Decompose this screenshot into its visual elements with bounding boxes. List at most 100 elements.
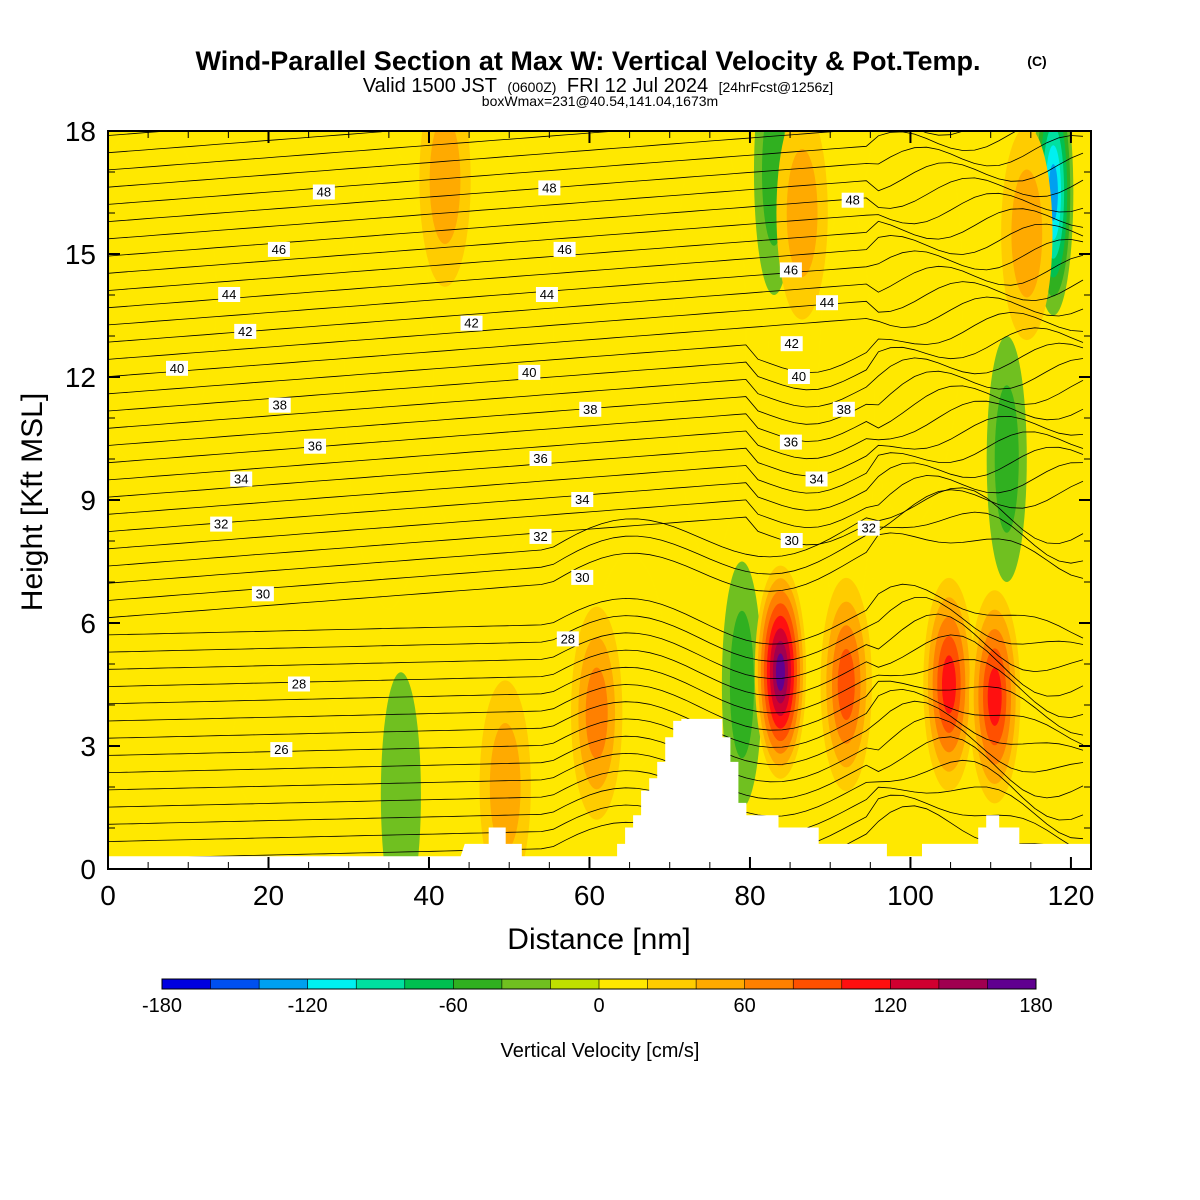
contour-label: 32: [857, 520, 880, 536]
theta-contour-line: [108, 680, 1084, 736]
contour-label-text: 42: [784, 336, 798, 351]
colorbar-swatch: [404, 979, 454, 989]
contour-label-text: 34: [234, 472, 248, 487]
contour-label: 26: [270, 742, 293, 758]
weak-updraft-region: [661, 131, 758, 582]
contour-label-box: [805, 471, 828, 487]
theta-contour-line: [108, 296, 1084, 377]
contour-label-box: [234, 323, 257, 339]
colorbar-swatch: [647, 979, 697, 989]
theta-contour-line: [108, 716, 1084, 783]
contour-label-text: 44: [540, 287, 554, 302]
contour-label-box: [571, 492, 594, 507]
box-info: boxWmax=231@40.54,141.04,1673m: [482, 93, 718, 109]
contour-label-text: 26: [274, 742, 288, 757]
contour-label-box: [529, 451, 552, 466]
theta-contour-line: [108, 416, 1084, 498]
contour-label-box: [832, 401, 855, 417]
colorbar-swatch: [987, 979, 1037, 989]
y-tick-label: 12: [65, 362, 96, 393]
colorbar-swatch: [162, 979, 212, 989]
theta-contour-line: [108, 131, 622, 171]
contour-label-box: [218, 287, 241, 302]
colorbar-swatch: [210, 979, 260, 989]
contour-label-box: [780, 336, 803, 352]
contour-label: 44: [218, 287, 241, 302]
contour-label-box: [312, 184, 335, 200]
contour-label-box: [780, 533, 803, 548]
contour-label: 30: [780, 533, 803, 548]
contour-label: 44: [535, 287, 558, 302]
theta-contour-line: [108, 379, 1084, 464]
contour-label-box: [779, 262, 802, 278]
y-axis-label: Height [Kft MSL]: [16, 393, 49, 611]
chart-subtitle: Valid 1500 JST (0600Z) FRI 12 Jul 2024 […: [363, 75, 833, 97]
contour-label: 28: [287, 676, 310, 692]
contour-label-box: [529, 528, 552, 544]
x-tick-label: 60: [574, 880, 605, 911]
theta-contour-line: [108, 786, 1084, 840]
theta-contour-line: [108, 131, 397, 154]
downdraft-contour: [994, 385, 1019, 533]
theta-contour-line: [108, 462, 1084, 550]
contour-label-text: 30: [256, 586, 270, 601]
theta-contour-line: [108, 634, 1084, 697]
theta-contour-line: [108, 279, 1084, 360]
contour-label-text: 34: [575, 492, 589, 507]
chart-title: Wind-Parallel Section at Max W: Vertical…: [196, 46, 981, 76]
contour-label: 46: [267, 241, 290, 257]
contour-label: 28: [556, 631, 579, 647]
theta-contour-line: [108, 759, 1084, 821]
x-tick-label: 0: [100, 880, 116, 911]
colorbar-swatch: [938, 979, 988, 989]
theta-contour-line: [108, 446, 1084, 532]
theta-contour-line: [108, 400, 1084, 481]
theta-contour-line: [108, 152, 1084, 240]
updraft-contour: [987, 667, 1002, 726]
x-tick-label: 40: [413, 880, 444, 911]
theta-contour-line: [108, 805, 1084, 869]
theta-contour-line: [108, 794, 1084, 852]
theta-contour-line: [108, 131, 1017, 205]
contour-label: 34: [571, 492, 594, 507]
contour-label-text: 44: [820, 295, 834, 310]
utc-time: (0600Z): [507, 79, 556, 95]
contour-label: 48: [538, 180, 561, 196]
theta-contour-line: [108, 192, 1084, 274]
colorbar-swatch: [841, 979, 891, 989]
contour-label-text: 42: [238, 324, 252, 339]
theta-contour-line: [108, 311, 1084, 395]
contour-label: 42: [460, 315, 483, 331]
contour-label-box: [841, 192, 864, 208]
theta-contour-line: [108, 613, 1084, 679]
contour-label-box: [571, 569, 594, 585]
theta-contour-line: [108, 135, 1084, 222]
contour-label: 48: [312, 184, 335, 200]
contour-label-text: 38: [583, 402, 597, 417]
theta-contour-line: [108, 659, 1084, 719]
colorbar-tick-label: -180: [142, 995, 182, 1017]
valid-time: Valid 1500 JST: [363, 75, 497, 97]
contour-label: 34: [230, 471, 253, 487]
contour-label-text: 36: [784, 435, 798, 450]
colorbar-swatch: [744, 979, 794, 989]
y-tick-label: 18: [65, 116, 96, 147]
contour-label-box: [267, 241, 290, 257]
theta-contour-line: [108, 736, 1084, 800]
contour-label-box: [779, 434, 802, 450]
theta-contour-line: [108, 223, 1084, 309]
contour-label-text: 32: [533, 529, 547, 544]
contour-label-text: 36: [533, 451, 547, 466]
contour-label: 36: [304, 438, 327, 454]
contour-label: 46: [779, 262, 802, 278]
weak-updraft-region: [108, 131, 229, 480]
theta-contour-line: [108, 208, 1084, 291]
contour-label-text: 46: [272, 242, 286, 257]
y-tick-label: 15: [65, 239, 96, 270]
contour-label-box: [556, 631, 579, 647]
contour-label-box: [230, 471, 253, 487]
contour-label-text: 32: [214, 517, 228, 532]
contour-label-text: 28: [561, 631, 575, 646]
velocity-field: [108, 131, 1091, 869]
contour-label-box: [857, 520, 880, 536]
